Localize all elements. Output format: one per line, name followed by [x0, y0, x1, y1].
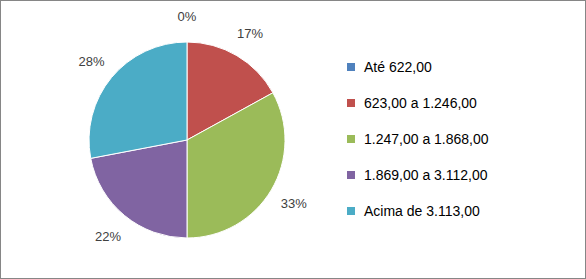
pie-slices [89, 42, 285, 238]
legend-swatch [347, 63, 355, 71]
data-label: 22% [95, 229, 121, 244]
legend-label: 1.247,00 a 1.868,00 [364, 131, 489, 147]
legend-label: 1.869,00 a 3.112,00 [364, 167, 488, 183]
chart-container: 0% 17% 33% 22% 28% Até 622,00 623,00 a 1.246,0… [0, 0, 586, 279]
data-label: 33% [281, 196, 307, 211]
legend-swatch [347, 171, 355, 179]
data-label: 28% [78, 54, 104, 69]
data-labels: 0% 17% 33% 22% 28% [78, 9, 307, 244]
data-label: 0% [178, 9, 197, 24]
legend-label: Até 622,00 [364, 59, 432, 75]
chart-svg: 0% 17% 33% 22% 28% Até 622,00 623,00 a 1.246,0… [0, 0, 586, 279]
chart-frame [1, 1, 586, 279]
legend-label: Acima de 3.113,00 [364, 203, 480, 219]
data-label: 17% [237, 26, 263, 41]
pie-slice [187, 93, 285, 238]
legend: Até 622,00 623,00 a 1.246,00 1.247,00 a 1.… [347, 59, 489, 219]
legend-swatch [347, 207, 355, 215]
legend-label: 623,00 a 1.246,00 [364, 95, 477, 111]
legend-swatch [347, 135, 355, 143]
legend-swatch [347, 99, 355, 107]
